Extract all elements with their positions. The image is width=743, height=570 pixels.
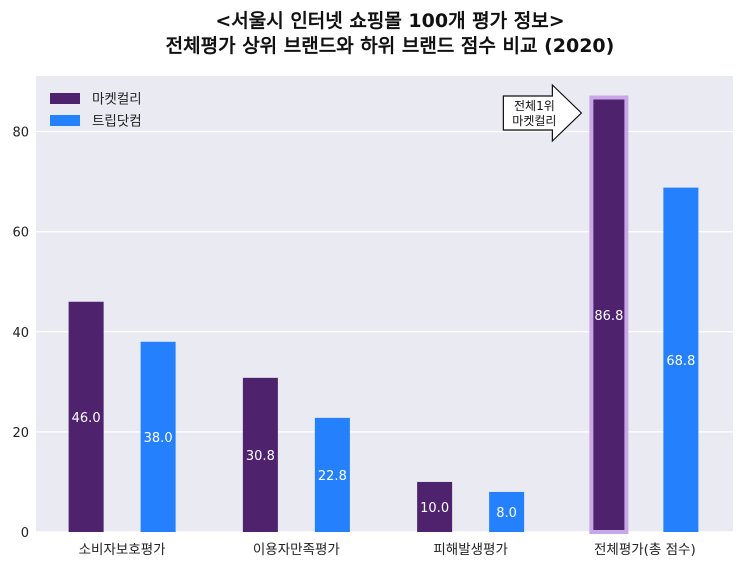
- annotation-text: 전체1위: [514, 99, 555, 113]
- bar-value-label: 22.8: [318, 469, 347, 484]
- y-tick-label: 20: [12, 426, 29, 441]
- plot-area: [36, 76, 733, 532]
- chart-title-line-1: <서울시 인터넷 쇼핑몰 100개 평가 정보>: [215, 10, 564, 32]
- legend-swatch: [50, 93, 80, 104]
- bar: [663, 187, 699, 533]
- bar-value-label: 10.0: [420, 501, 449, 516]
- bars: 46.0 38.0 30.8 22.8 10.0 8.0 86.8 68.8: [68, 95, 699, 535]
- bar-value-label: 68.8: [666, 354, 695, 369]
- bar: [314, 417, 350, 532]
- bar-value-label: 38.0: [144, 431, 173, 446]
- axis-ticks: 0 20 40 60 80 소비자보호평가 이용자만족평가 피해발생평가 전체평가(총 점수): [12, 126, 695, 558]
- bar: [242, 377, 278, 532]
- bar-value-label: 30.8: [246, 449, 275, 464]
- bar-value-label: 46.0: [72, 411, 101, 426]
- y-tick-label: 40: [12, 326, 29, 341]
- annotation-arrow-box: [502, 83, 583, 143]
- x-tick-label: 전체평가(총 점수): [594, 542, 696, 558]
- x-tick-label: 피해발생평가: [433, 542, 508, 558]
- bar-highlighted: [589, 95, 629, 535]
- x-tick-label: 이용자만족평가: [253, 542, 340, 558]
- bar: [417, 481, 453, 532]
- chart-title-line-2: 전체평가 상위 브랜드와 하위 브랜드 점수 비교 (2020): [166, 35, 615, 57]
- bar-value-label: 86.8: [594, 309, 623, 324]
- bar-value-label: 8.0: [496, 506, 517, 521]
- legend-label: 마켓컬리: [92, 92, 142, 108]
- y-tick-label: 60: [12, 226, 29, 241]
- legend-swatch: [50, 115, 80, 126]
- legend-label: 트립닷컴: [92, 114, 142, 130]
- annotation-text: 마켓컬리: [512, 114, 556, 128]
- y-tick-label: 80: [12, 126, 29, 141]
- bar: [140, 341, 176, 532]
- bar: [68, 301, 104, 532]
- x-tick-label: 소비자보호평가: [79, 542, 166, 558]
- bar: [489, 491, 525, 532]
- y-tick-label: 0: [21, 526, 29, 541]
